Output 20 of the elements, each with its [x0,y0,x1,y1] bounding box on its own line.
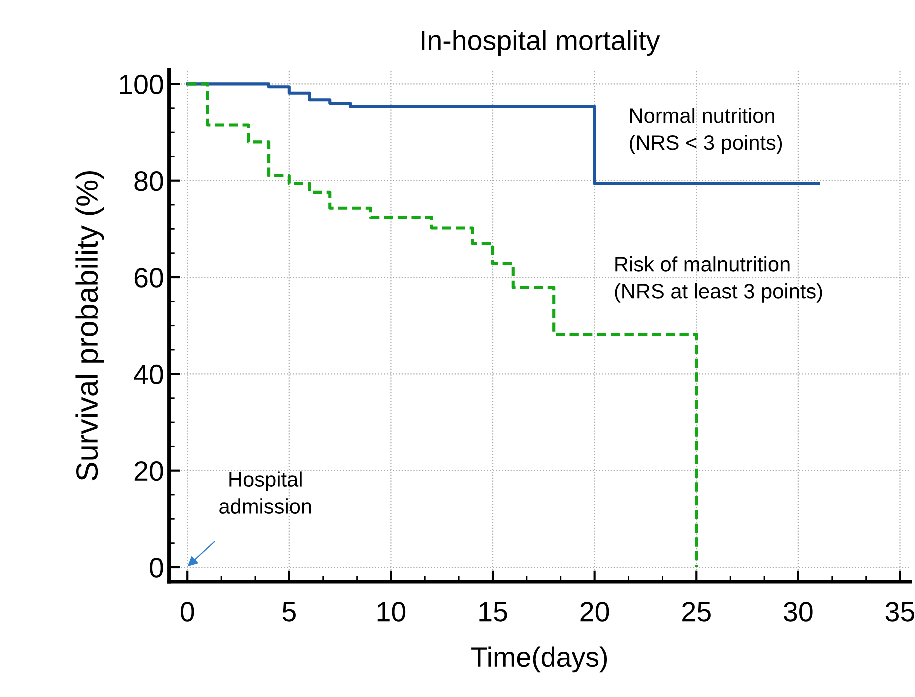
y-axis-title: Survival probability (%) [76,172,104,481]
y-tick-label: 80 [134,172,164,192]
chart-title: In-hospital mortality [422,30,660,56]
x-tick-label: 5 [282,602,296,622]
series-label: Normal nutrition (NRS < 3 points) [630,108,782,154]
series-label: Risk of malnutrition (NRS at least 3 points) [615,256,822,303]
x-tick-label: 20 [580,602,610,622]
annotation: Hospital admission [220,472,312,514]
y-tick-label: 40 [134,364,164,385]
x-tick-label: 0 [180,602,194,622]
x-tick-label: 10 [378,602,406,622]
y-tick-label: 0 [150,558,164,578]
x-tick-label: 30 [784,602,813,622]
y-tick-label: 20 [134,462,164,482]
x-tick-label: 35 [886,602,915,622]
y-tick-label: 100 [120,74,164,95]
x-axis-title: Time(days) [472,646,608,673]
x-tick-label: 15 [480,602,508,622]
x-tick-label: 25 [682,602,711,622]
y-tick-label: 60 [134,268,164,288]
